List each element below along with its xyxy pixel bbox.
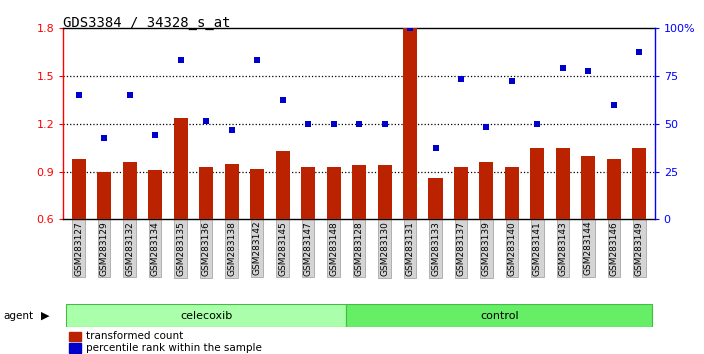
Point xyxy=(73,92,84,98)
Bar xyxy=(377,165,391,219)
Bar xyxy=(148,170,162,219)
Text: GDS3384 / 34328_s_at: GDS3384 / 34328_s_at xyxy=(63,16,231,30)
Point xyxy=(328,121,339,127)
Bar xyxy=(530,148,544,219)
Point xyxy=(404,25,415,31)
Point xyxy=(506,78,517,84)
Text: ▶: ▶ xyxy=(41,311,49,321)
Point xyxy=(379,121,390,127)
Bar xyxy=(199,167,213,219)
Text: agent: agent xyxy=(4,311,34,321)
Bar xyxy=(225,164,239,219)
Point xyxy=(99,135,110,141)
Bar xyxy=(97,172,111,219)
Bar xyxy=(72,159,86,219)
Point xyxy=(634,50,645,55)
Point xyxy=(353,121,365,127)
Bar xyxy=(352,165,366,219)
Bar xyxy=(69,332,81,341)
Point xyxy=(455,76,467,82)
Bar xyxy=(429,178,443,219)
Bar xyxy=(556,148,570,219)
Bar xyxy=(327,167,341,219)
Bar xyxy=(275,151,289,219)
Text: control: control xyxy=(480,311,519,321)
Bar xyxy=(505,167,519,219)
Bar xyxy=(403,28,417,219)
Bar xyxy=(250,169,264,219)
Point xyxy=(303,121,314,127)
Text: transformed count: transformed count xyxy=(86,331,183,341)
Point xyxy=(558,65,569,71)
Bar xyxy=(479,162,494,219)
Point xyxy=(149,132,161,138)
Point xyxy=(430,145,441,151)
Point xyxy=(481,124,492,130)
Text: celecoxib: celecoxib xyxy=(180,311,232,321)
Text: percentile rank within the sample: percentile rank within the sample xyxy=(86,343,262,353)
Bar xyxy=(346,304,652,327)
Point xyxy=(251,57,263,63)
Point xyxy=(583,69,594,74)
Bar xyxy=(301,167,315,219)
Bar xyxy=(582,156,596,219)
Point xyxy=(226,127,237,133)
Bar xyxy=(69,343,81,353)
Point xyxy=(175,57,187,63)
Point xyxy=(277,97,288,103)
Bar xyxy=(174,118,188,219)
Point xyxy=(124,92,135,98)
Bar xyxy=(454,167,468,219)
Point xyxy=(201,118,212,124)
Bar xyxy=(66,304,346,327)
Bar xyxy=(122,162,137,219)
Point xyxy=(532,121,543,127)
Bar xyxy=(607,159,621,219)
Point xyxy=(608,102,620,108)
Bar xyxy=(632,148,646,219)
